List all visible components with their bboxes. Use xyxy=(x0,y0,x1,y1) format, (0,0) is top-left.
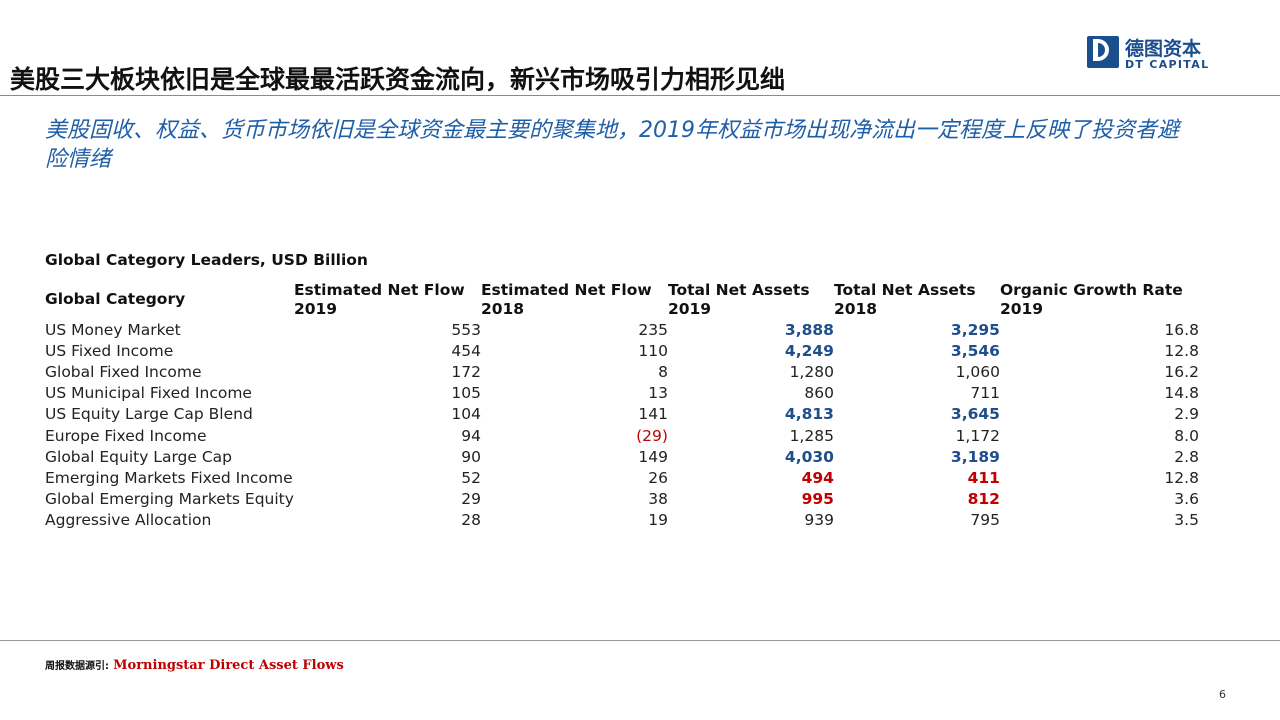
cell-growth-2019: 16.8 xyxy=(1164,321,1199,340)
title-divider xyxy=(0,95,1280,96)
cell-flow-2018: 110 xyxy=(638,342,668,361)
data-source: 周报数据源引: Morningstar Direct Asset Flows xyxy=(45,657,344,673)
cell-flow-2019: 29 xyxy=(461,489,481,508)
cell-flow-2019: 90 xyxy=(461,447,481,466)
cell-tna-2018: 812 xyxy=(967,489,1000,508)
table-row: US Money Market 553 235 3,888 3,295 16.8 xyxy=(45,320,1199,341)
table-caption: Global Category Leaders, USD Billion xyxy=(45,251,368,269)
table-row: Global Emerging Markets Equity 29 38 995 812… xyxy=(45,489,1199,510)
table-row: Global Fixed Income 172 8 1,280 1,060 16.2 xyxy=(45,362,1199,383)
cell-tna-2019: 4,030 xyxy=(784,447,834,466)
cell-flow-2019: 454 xyxy=(451,342,481,361)
cell-category: Emerging Markets Fixed Income xyxy=(45,468,293,487)
cell-category: US Money Market xyxy=(45,321,181,340)
cell-growth-2019: 12.8 xyxy=(1164,342,1199,361)
cell-growth-2019: 2.8 xyxy=(1174,447,1199,466)
cell-flow-2018: 26 xyxy=(648,468,668,487)
column-header-flow-2019: Estimated Net Flow 2019 xyxy=(293,280,465,318)
cell-flow-2018: 38 xyxy=(648,489,668,508)
cell-tna-2019: 3,888 xyxy=(784,321,834,340)
cell-category: US Fixed Income xyxy=(45,342,174,361)
cell-tna-2019: 860 xyxy=(804,384,834,403)
slide-subtitle: 美股固收、权益、货币市场依旧是全球资金最主要的聚集地，2019年权益市场出现净流… xyxy=(45,118,1179,172)
page-number: 6 xyxy=(1219,688,1226,701)
cell-tna-2018: 711 xyxy=(970,384,1000,403)
cell-tna-2019: 1,285 xyxy=(789,426,834,445)
cell-flow-2019: 52 xyxy=(461,468,481,487)
table-row: Europe Fixed Income 94 (29) 1,285 1,172 8.0 xyxy=(45,425,1199,446)
cell-category: Aggressive Allocation xyxy=(45,510,212,529)
table-row: Emerging Markets Fixed Income 52 26 494 411 1… xyxy=(45,468,1199,489)
cell-tna-2018: 3,645 xyxy=(950,405,1000,424)
cell-flow-2019: 105 xyxy=(451,384,481,403)
cell-growth-2019: 3.5 xyxy=(1174,510,1199,529)
cell-growth-2019: 3.6 xyxy=(1174,489,1199,508)
cell-tna-2019: 939 xyxy=(804,510,834,529)
table-row: US Equity Large Cap Blend 104 141 4,813 3,64… xyxy=(45,404,1199,425)
cell-tna-2019: 1,280 xyxy=(789,363,834,382)
cell-flow-2019: 104 xyxy=(451,405,481,424)
cell-tna-2018: 3,189 xyxy=(950,447,1000,466)
cell-growth-2019: 2.9 xyxy=(1174,405,1199,424)
cell-tna-2018: 795 xyxy=(970,510,1000,529)
table-row: US Municipal Fixed Income 105 13 860 711 14.8 xyxy=(45,383,1199,404)
source-label: 周报数据源引: xyxy=(45,661,109,672)
cell-flow-2019: 28 xyxy=(461,510,481,529)
cell-category: Europe Fixed Income xyxy=(45,426,207,445)
cell-category: Global Emerging Markets Equity xyxy=(45,489,294,508)
dt-capital-logo: 德图资本 DT CAPITAL xyxy=(1087,36,1227,72)
cell-category: US Equity Large Cap Blend xyxy=(45,405,253,424)
logo-chinese-name: 德图资本 xyxy=(1125,38,1202,60)
cell-tna-2019: 4,249 xyxy=(784,342,834,361)
column-header-tna-2018: Total Net Assets 2018 xyxy=(833,280,976,318)
cell-flow-2018: 19 xyxy=(648,510,668,529)
cell-tna-2019: 4,813 xyxy=(784,405,834,424)
cell-flow-2018: 149 xyxy=(638,447,668,466)
cell-flow-2018: 8 xyxy=(658,363,668,382)
table-row: Aggressive Allocation 28 19 939 795 3.5 xyxy=(45,510,1199,531)
cell-flow-2018: 13 xyxy=(648,384,668,403)
cell-flow-2018: 141 xyxy=(638,405,668,424)
cell-tna-2018: 1,172 xyxy=(955,426,1000,445)
cell-category: Global Equity Large Cap xyxy=(45,447,233,466)
cell-tna-2018: 411 xyxy=(967,468,1000,487)
cell-category: Global Fixed Income xyxy=(45,363,202,382)
cell-growth-2019: 14.8 xyxy=(1164,384,1199,403)
cell-flow-2019: 172 xyxy=(451,363,481,382)
d-logo-icon xyxy=(1087,36,1119,68)
footer-divider xyxy=(0,640,1280,641)
column-header-flow-2018: Estimated Net Flow 2018 xyxy=(480,280,652,318)
table-header-row: Global Category Estimated Net Flow 2019 E… xyxy=(45,279,1199,320)
cell-flow-2018: (29) xyxy=(636,426,668,445)
page-title: 美股三大板块依旧是全球最最活跃资金流向，新兴市场吸引力相形见绌 xyxy=(10,65,786,94)
cell-tna-2019: 995 xyxy=(801,489,834,508)
cell-tna-2018: 3,295 xyxy=(950,321,1000,340)
cell-growth-2019: 12.8 xyxy=(1164,468,1199,487)
cell-category: US Municipal Fixed Income xyxy=(45,384,252,403)
column-header-growth-2019: Organic Growth Rate 2019 xyxy=(999,280,1183,318)
logo-english-name: DT CAPITAL xyxy=(1125,58,1210,71)
cell-tna-2019: 494 xyxy=(801,468,834,487)
cell-tna-2018: 1,060 xyxy=(955,363,1000,382)
source-name: Morningstar Direct Asset Flows xyxy=(113,658,344,673)
cell-flow-2019: 553 xyxy=(451,321,481,340)
table-row: US Fixed Income 454 110 4,249 3,546 12.8 xyxy=(45,341,1199,362)
cell-growth-2019: 16.2 xyxy=(1164,363,1199,382)
table-row: Global Equity Large Cap 90 149 4,030 3,189 2.… xyxy=(45,447,1199,468)
cell-tna-2018: 3,546 xyxy=(950,342,1000,361)
cell-growth-2019: 8.0 xyxy=(1174,426,1199,445)
category-leaders-table: Global Category Estimated Net Flow 2019 E… xyxy=(45,279,1199,531)
column-header-category: Global Category xyxy=(45,290,186,308)
cell-flow-2018: 235 xyxy=(638,321,668,340)
column-header-tna-2019: Total Net Assets 2019 xyxy=(667,280,810,318)
cell-flow-2019: 94 xyxy=(461,426,481,445)
